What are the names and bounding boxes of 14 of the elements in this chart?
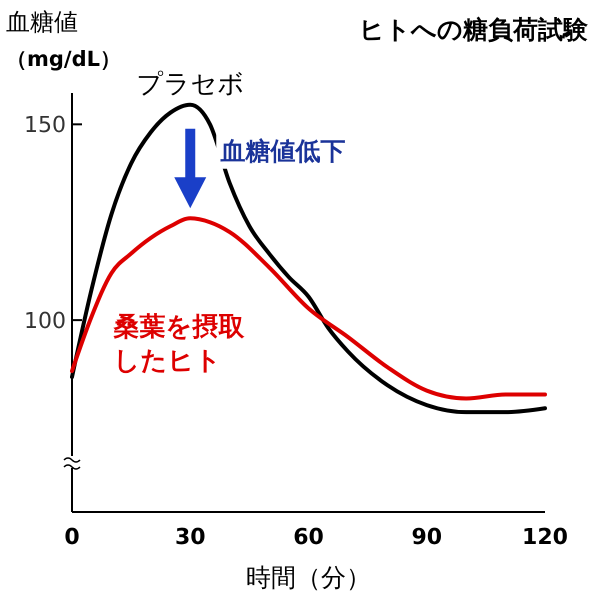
x-tick-label: 90 xyxy=(411,525,442,550)
annotation: 血糖値低下 xyxy=(219,136,346,166)
y-tick-label: 100 xyxy=(24,308,66,334)
x-tick-label: 0 xyxy=(64,525,80,550)
x-tick-label: 120 xyxy=(522,525,568,550)
y-tick-label: 150 xyxy=(24,113,66,138)
series-label: プラセボ xyxy=(136,70,244,100)
y-axis-title: 血糖値（mg/dL） xyxy=(6,8,121,71)
x-axis-title: 時間（分） xyxy=(246,563,371,592)
x-tick-label: 30 xyxy=(174,525,206,550)
line-series xyxy=(70,216,547,400)
x-tick-label: 60 xyxy=(293,525,324,550)
chart-title: ヒトへの糖負荷試験 xyxy=(359,15,588,44)
series-label: 桑葉を摂取したヒト xyxy=(112,312,246,376)
